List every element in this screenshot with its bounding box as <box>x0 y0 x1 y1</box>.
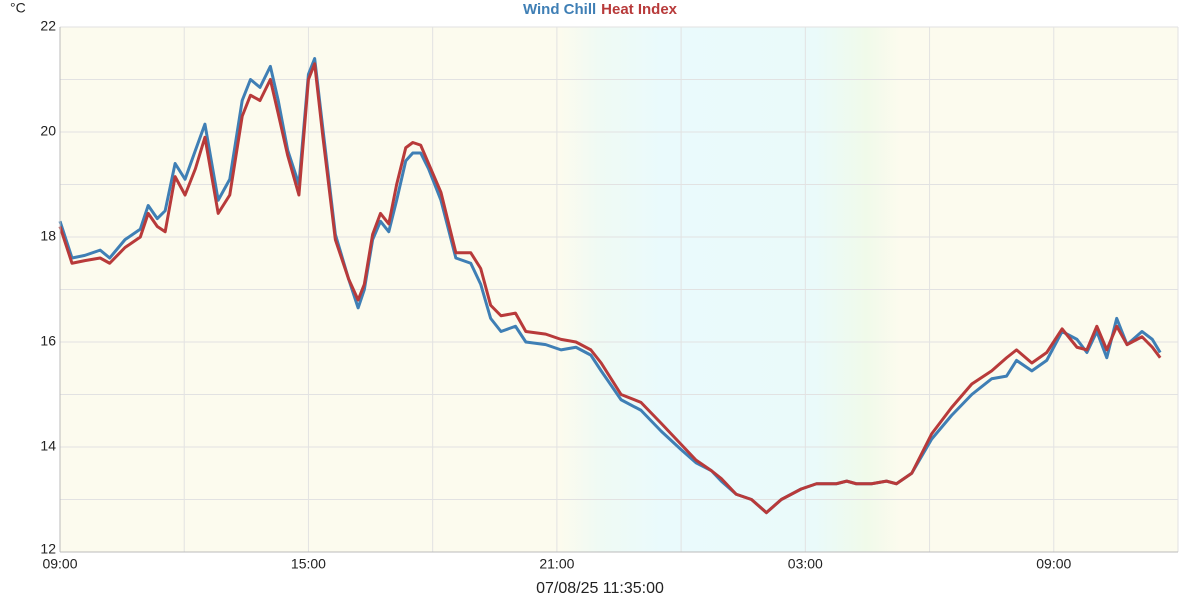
y-tick-label: 20 <box>40 123 56 139</box>
lines <box>58 57 1162 515</box>
legend-entry: Heat Index <box>601 1 678 18</box>
x-tick-label: 09:00 <box>42 556 77 572</box>
y-tick-label: 18 <box>40 228 56 244</box>
y-tick-label: 16 <box>40 333 56 349</box>
x-tick-label: 09:00 <box>1036 556 1071 572</box>
x-tick-label: 03:00 <box>788 556 823 572</box>
series-line <box>58 57 1162 515</box>
legend: Wind Chill Heat Index <box>523 1 678 18</box>
y-tick-label: 14 <box>40 438 56 454</box>
y-tick-label: 12 <box>40 541 56 557</box>
y-tick-label: 22 <box>40 18 56 34</box>
series-line <box>58 62 1162 515</box>
x-tick-label: 15:00 <box>291 556 326 572</box>
timestamp: 07/08/25 11:35:00 <box>536 580 664 597</box>
legend-entry: Wind Chill <box>523 1 596 18</box>
x-tick-label: 21:00 <box>539 556 574 572</box>
y-unit: °C <box>10 0 26 16</box>
